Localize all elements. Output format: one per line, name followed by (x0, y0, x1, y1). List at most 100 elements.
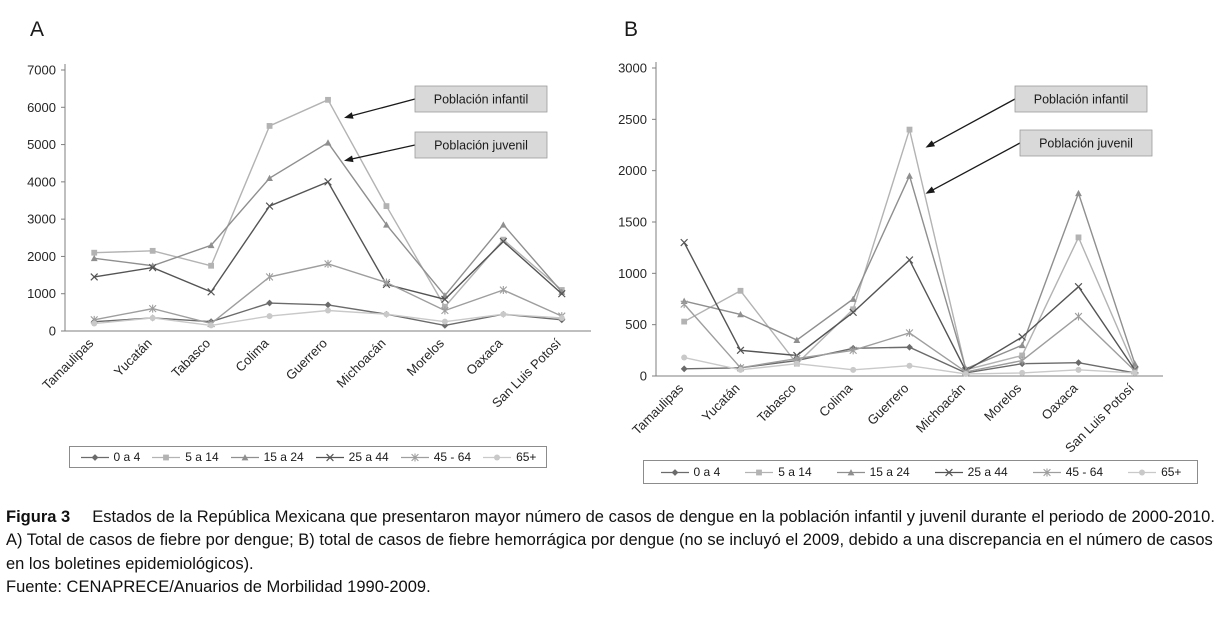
legend-item-65+: 65+ (482, 450, 536, 464)
diamond-marker-icon (80, 453, 109, 461)
annotation-arrow (932, 142, 1021, 191)
annotation-box (1014, 85, 1148, 113)
chart-b-host: 0 500 1000 1500 2000 2500 3000 Tamaulipas Yucatá… (618, 34, 1223, 458)
chart-panel-b: B 0 500 1000 1500 2000 2500 3000 Tamaulipas Yuca… (618, 8, 1223, 484)
legend-item-45-64: 45 - 64 (400, 450, 471, 464)
annotation-callout: Población infantil (925, 85, 1148, 148)
annotation-label: Población infantil (1034, 93, 1129, 107)
legend-label: 5 a 14 (778, 465, 812, 479)
chart-b-legend-wrap: 0 a 4 5 a 14 15 a 24 25 a 44 45 - 64 65+ (618, 460, 1223, 484)
svg-text:1500: 1500 (618, 215, 647, 230)
caption-source: Fuente: CENAPRECE/Anuarios de Morbilidad… (6, 578, 431, 597)
series-45-64 (90, 259, 566, 328)
annotation-callout: Población juvenil (344, 131, 548, 163)
chart-B: 0 500 1000 1500 2000 2500 3000 Tamaulipas Yucatá… (618, 61, 1163, 456)
svg-text:Morelos: Morelos (404, 335, 448, 379)
annotation-arrowhead (925, 140, 936, 148)
svg-text:Colima: Colima (816, 380, 856, 420)
legend-label: 45 - 64 (433, 450, 472, 464)
svg-text:3000: 3000 (618, 61, 647, 76)
annotation-arrowhead (344, 112, 354, 119)
svg-text:3000: 3000 (27, 212, 56, 227)
chart-a-legend-wrap: 0 a 4 5 a 14 15 a 24 25 a 44 45 - 64 65+ (6, 446, 610, 468)
chart-a-legend: 0 a 4 5 a 14 15 a 24 25 a 44 45 - 64 65+ (68, 446, 548, 468)
svg-text:Yucatán: Yucatán (111, 336, 155, 380)
x-marker-icon (315, 453, 344, 461)
annotation-label: Población juvenil (1039, 137, 1133, 151)
circle-marker-icon (1128, 469, 1157, 475)
chart-panel-a: A 0 1000 2000 3000 4000 5000 6000 7000 Tamaulipa… (6, 8, 610, 468)
series-65+ (91, 307, 565, 329)
legend-label: 5 a 14 (185, 450, 219, 464)
annotation-label: Población juvenil (434, 139, 528, 153)
x-marker-icon (934, 468, 963, 476)
legend-item-15-a-24: 15 a 24 (230, 450, 304, 464)
svg-text:Michoacán: Michoacán (913, 381, 968, 436)
svg-text:2000: 2000 (27, 249, 56, 264)
legend-item-25-a-44: 25 a 44 (934, 465, 1008, 479)
svg-text:Michoacán: Michoacán (333, 336, 388, 391)
svg-text:Morelos: Morelos (981, 380, 1025, 424)
y-axis-ticks: 0 500 1000 1500 2000 2500 3000 (618, 61, 656, 384)
asterisk-marker-icon (400, 453, 429, 461)
square-marker-icon (152, 454, 181, 460)
svg-text:Tabasco: Tabasco (754, 381, 799, 426)
svg-text:Oaxaca: Oaxaca (463, 335, 506, 378)
svg-text:5000: 5000 (27, 137, 56, 152)
svg-text:0: 0 (640, 369, 647, 384)
legend-label: 0 a 4 (693, 465, 721, 479)
legend-item-0-a-4: 0 a 4 (80, 450, 141, 464)
legend-item-15-a-24: 15 a 24 (836, 465, 910, 479)
series-45-64 (680, 300, 1139, 376)
series-15-a-24 (680, 172, 1139, 372)
panel-label-b: B (624, 18, 639, 41)
series-65+ (681, 354, 1138, 377)
svg-text:Colima: Colima (232, 335, 272, 375)
annotation-callout: Población infantil (344, 85, 548, 119)
legend-item-65+: 65+ (1127, 465, 1181, 479)
svg-text:2000: 2000 (618, 163, 647, 178)
asterisk-marker-icon (1032, 468, 1061, 476)
annotation-callout: Población juvenil (925, 129, 1153, 194)
annotation-label: Población infantil (434, 93, 529, 107)
legend-label: 25 a 44 (348, 450, 389, 464)
legend-item-25-a-44: 25 a 44 (315, 450, 389, 464)
svg-text:Guerrero: Guerrero (864, 381, 911, 428)
svg-text:Oaxaca: Oaxaca (1038, 380, 1081, 423)
svg-text:4000: 4000 (27, 174, 56, 189)
svg-text:6000: 6000 (27, 100, 56, 115)
triangle-marker-icon (836, 468, 865, 475)
series-15-a-24 (90, 139, 566, 299)
legend-label: 25 a 44 (967, 465, 1008, 479)
legend-label: 45 - 64 (1065, 465, 1104, 479)
series-25-a-44 (680, 238, 1139, 375)
legend-item-5-a-14: 5 a 14 (744, 465, 812, 479)
svg-text:Guerrero: Guerrero (283, 336, 330, 383)
legend-item-0-a-4: 0 a 4 (660, 465, 721, 479)
panel-label-a: A (30, 18, 45, 41)
x-category-labels: Tamaulipas Yucatán Tabasco Colima Guerrero Mi… (39, 335, 564, 411)
chart-a-host: 0 1000 2000 3000 4000 5000 6000 7000 Tamaulipas Y… (6, 34, 610, 416)
chart-A: 0 1000 2000 3000 4000 5000 6000 7000 Tamaulipas Y… (27, 63, 591, 411)
circle-marker-icon (483, 454, 512, 460)
chart-b-legend: 0 a 4 5 a 14 15 a 24 25 a 44 45 - 64 65+ (642, 460, 1199, 484)
diamond-marker-icon (660, 468, 689, 476)
annotation-arrow (932, 98, 1016, 145)
caption-text: Estados de la República Mexicana que pre… (6, 508, 1215, 573)
x-category-labels: Tamaulipas Yucatán Tabasco Colima Guerrero Mi… (629, 380, 1137, 456)
legend-item-45-64: 45 - 64 (1032, 465, 1103, 479)
caption-label: Figura 3 (6, 508, 71, 526)
legend-item-5-a-14: 5 a 14 (151, 450, 219, 464)
svg-text:Tamaulipas: Tamaulipas (629, 380, 686, 437)
svg-text:500: 500 (625, 317, 647, 332)
annotation-box (414, 85, 548, 113)
annotation-box (1019, 129, 1153, 157)
svg-text:1000: 1000 (27, 286, 56, 301)
legend-label: 0 a 4 (113, 450, 141, 464)
square-marker-icon (745, 469, 774, 475)
svg-text:Yucatán: Yucatán (699, 381, 743, 425)
series-5-a-14 (91, 96, 565, 310)
annotation-box (414, 131, 548, 159)
annotation-arrowhead (344, 155, 354, 163)
